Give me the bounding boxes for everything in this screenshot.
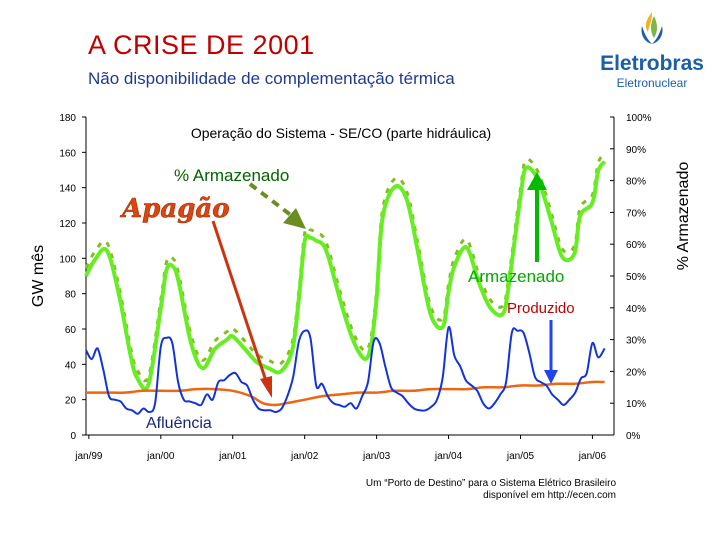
flame-icon — [641, 12, 663, 44]
logo-name: Eletrobras — [600, 52, 704, 75]
armazenado-up-arrowhead — [527, 172, 547, 190]
right-axis-ticks: 0% 10% 20% 30% 40% 50% 60% 70% 80% 90% 100% — [610, 113, 652, 442]
slide-title: A CRISE DE 2001 — [88, 30, 315, 60]
logo-subname: Eletronuclear — [616, 76, 688, 90]
x-tick-label: jan/04 — [434, 451, 463, 462]
left-axis-ticks: 0 20 40 60 80 100 120 140 160 180 — [59, 113, 86, 442]
annotation-armazenado-pct: % Armazenado — [174, 166, 289, 185]
series-armazenado-line — [84, 160, 607, 391]
x-tick-label: jan/99 — [74, 451, 103, 462]
y-tick-label: 160 — [59, 148, 76, 159]
x-tick-label: jan/00 — [146, 451, 175, 462]
y2-tick-label: 100% — [626, 113, 652, 124]
y2-tick-label: 90% — [626, 145, 646, 156]
series-afluencia-line — [85, 326, 606, 415]
armazenado-pct-arrow — [248, 182, 294, 218]
apagao-arrowhead — [260, 376, 272, 398]
y-axis-label: GW mês — [30, 245, 47, 307]
y2-tick-label: 0% — [626, 431, 641, 442]
x-tick-label: jan/03 — [362, 451, 391, 462]
armazenado-pct-arrowhead — [283, 208, 306, 229]
y-tick-label: 80 — [65, 290, 77, 301]
y-tick-label: 140 — [59, 184, 76, 195]
x-axis-ticks: jan/99 jan/00 jan/01 jan/02 jan/03 jan/04 jan/… — [74, 435, 606, 462]
x-tick-label: jan/06 — [578, 451, 607, 462]
source-note: Um “Porto de Destino” para o Sistema Elé… — [300, 478, 616, 502]
y2-tick-label: 80% — [626, 177, 646, 188]
y-tick-label: 120 — [59, 219, 76, 230]
apagao-arrow — [211, 220, 268, 382]
y2-tick-label: 20% — [626, 367, 646, 378]
y-tick-label: 20 — [65, 396, 77, 407]
y-tick-label: 100 — [59, 254, 76, 265]
series-layer — [84, 152, 607, 415]
source-note-line2: disponível em http://ecen.com — [483, 490, 616, 501]
y2-tick-label: 70% — [626, 208, 646, 219]
y2-tick-label: 40% — [626, 304, 646, 315]
x-tick-label: jan/05 — [506, 451, 535, 462]
slide-subtitle: Não disponibilidade de complementação té… — [88, 69, 455, 88]
series-produzido-line — [85, 380, 605, 407]
y-tick-label: 180 — [59, 113, 76, 124]
y2-tick-label: 30% — [626, 336, 646, 347]
produzido-arrowhead — [544, 370, 558, 384]
y-tick-label: 40 — [65, 360, 77, 371]
y2-tick-label: 50% — [626, 272, 646, 283]
annotation-afluencia: Afluência — [146, 415, 212, 432]
y2-tick-label: 60% — [626, 240, 646, 251]
x-tick-label: jan/01 — [218, 451, 247, 462]
x-tick-label: jan/02 — [290, 451, 319, 462]
chart-title: Operação do Sistema - SE/CO (parte hidrá… — [191, 125, 491, 141]
y2-tick-label: 10% — [626, 399, 646, 410]
y2-axis-label: % Armazenado — [675, 162, 692, 271]
y-tick-label: 60 — [65, 325, 77, 336]
eletrobras-logo: Eletrobras Eletronuclear — [588, 10, 716, 90]
y-tick-label: 0 — [70, 431, 76, 442]
reservoir-chart: 0 20 40 60 80 100 120 140 160 180 0% 10% 20% 30% 40% 5… — [30, 113, 692, 462]
annotation-armazenado: Armazenado — [468, 267, 564, 286]
annotation-apagao: Apagão — [119, 194, 230, 224]
annotation-produzido: Produzido — [507, 300, 575, 317]
source-note-line1: Um “Porto de Destino” para o Sistema Elé… — [365, 478, 616, 489]
